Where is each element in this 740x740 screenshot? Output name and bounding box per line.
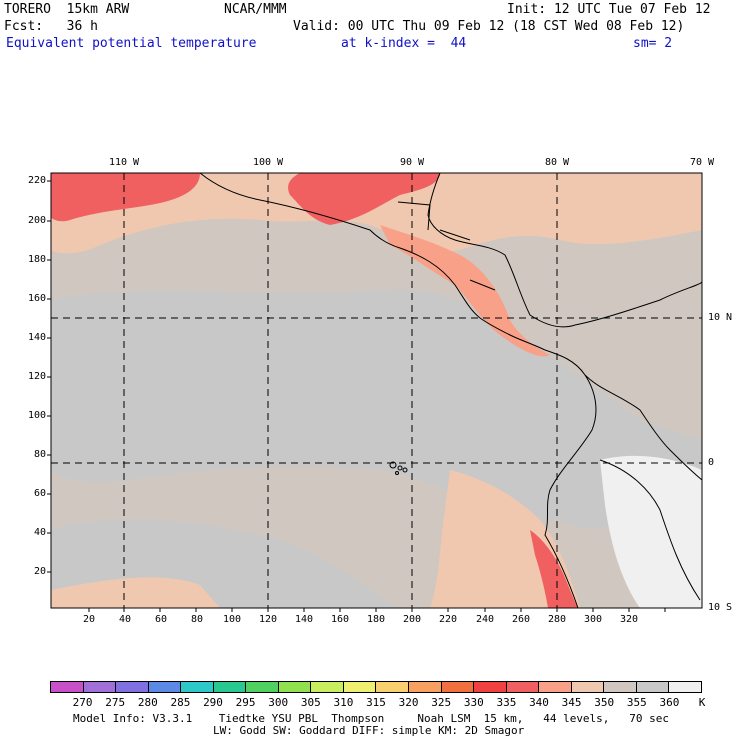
colorbar-swatch [604, 682, 637, 692]
x-tick: 160 [330, 614, 350, 625]
colorbar-label: 350 [594, 696, 615, 709]
x-tick: 40 [118, 614, 132, 625]
lon-label-100w: 100 W [252, 157, 284, 168]
coastline-mexico [199, 173, 546, 351]
colorbar-label: 280 [137, 696, 158, 709]
colorbar-label: 305 [300, 696, 321, 709]
colorbar-swatch [343, 682, 377, 692]
galapagos-islands [389, 461, 408, 475]
colorbar-label: 310 [333, 696, 354, 709]
field-red-peru [530, 530, 578, 608]
x-tick: 120 [258, 614, 278, 625]
lon-label-90w: 90 W [399, 157, 425, 168]
colorbar-label: 275 [105, 696, 126, 709]
colorbar-label: 355 [626, 696, 647, 709]
y-tick: 200 [27, 215, 46, 226]
colorbar-label: 315 [366, 696, 386, 709]
colorbar-label: 330 [463, 696, 484, 709]
border-central-am [397, 201, 496, 291]
colorbar-swatch [506, 682, 540, 692]
x-tick: 260 [511, 614, 531, 625]
y-tick: 80 [33, 449, 46, 460]
y-tick: 100 [27, 410, 46, 421]
field-light-amazon [600, 455, 702, 608]
field-red-nw [51, 173, 200, 222]
colorbar-swatch [181, 682, 214, 692]
x-tick: 300 [583, 614, 603, 625]
colorbar-label: 320 [398, 696, 419, 709]
smoothing-label: sm= 2 [633, 36, 673, 51]
colorbar-swatch [83, 682, 117, 692]
level-label: at k-index = 44 [341, 36, 467, 51]
colorbar-swatch [246, 682, 279, 692]
colorbar-swatch [539, 682, 572, 692]
organization: NCAR/MMM [224, 2, 287, 17]
colorbar-swatch [51, 682, 84, 692]
colorbar-swatch [278, 682, 312, 692]
colorbar-label: 300 [268, 696, 289, 709]
colorbar-label: 335 [496, 696, 517, 709]
lon-label-80w: 80 W [544, 157, 570, 168]
x-tick: 280 [547, 614, 567, 625]
x-tick: 20 [82, 614, 96, 625]
y-tick: 120 [27, 371, 46, 382]
y-tick: 20 [33, 566, 46, 577]
lon-label-70w: 70 W [689, 157, 715, 168]
x-tick: 140 [294, 614, 314, 625]
lat-label-10n: 10 N [708, 312, 733, 323]
x-tick: 220 [438, 614, 458, 625]
colorbar-swatch [409, 682, 442, 692]
colorbar-label: 285 [170, 696, 191, 709]
field-red-nc [288, 173, 440, 225]
x-tick: 180 [366, 614, 386, 625]
lat-label-0: 0 [708, 457, 715, 468]
field-salmon-north [51, 173, 702, 254]
lat-label-10s: 10 S [708, 602, 733, 613]
model-info: Model Info: V3.3.1 Tiedtke YSU PBL Thomp… [73, 712, 670, 725]
colorbar-swatch [474, 682, 507, 692]
x-tick: 80 [190, 614, 204, 625]
x-tick: 320 [619, 614, 639, 625]
colorbar-swatch [148, 682, 182, 692]
colorbar-swatch [636, 682, 670, 692]
colorbar-swatch [571, 682, 605, 692]
field-salmon-south [51, 577, 220, 608]
colorbar-label: 360 [659, 696, 680, 709]
physics-info: LW: Godd SW: Goddard DIFF: simple KM: 2D… [213, 724, 525, 737]
field-name: Equivalent potential temperature [6, 36, 257, 51]
init-time: Init: 12 UTC Tue 07 Feb 12 [507, 2, 711, 17]
y-tick: 40 [33, 527, 46, 538]
valid-time: Valid: 00 UTC Thu 09 Feb 12 (18 CST Wed … [293, 19, 685, 34]
colorbar-label: 340 [529, 696, 549, 709]
x-tick: 100 [222, 614, 242, 625]
x-tick: 60 [154, 614, 168, 625]
border-andes [584, 374, 702, 481]
colorbar-swatch [441, 682, 475, 692]
colorbar-label: 295 [235, 696, 256, 709]
x-tick: 200 [402, 614, 422, 625]
lon-label-110w: 110 W [108, 157, 140, 168]
y-tick: 180 [27, 254, 46, 265]
colorbar-label: 290 [203, 696, 223, 709]
forecast-hour: Fcst: 36 h [4, 19, 98, 34]
y-tick: 160 [27, 293, 46, 304]
colorbar-label: 345 [561, 696, 582, 709]
colorbar-swatch [311, 682, 344, 692]
colorbar-label: 270 [72, 696, 93, 709]
model-title: TORERO 15km ARW [4, 2, 130, 17]
colorbar-swatch [376, 682, 410, 692]
border-amazon [599, 459, 701, 601]
y-tick: 60 [33, 488, 46, 499]
y-tick: 140 [27, 332, 46, 343]
colorbar-swatch [213, 682, 247, 692]
colorbar-unit: K [698, 696, 706, 709]
coastline-caribbean [427, 173, 702, 328]
colorbar-label: 325 [431, 696, 452, 709]
y-tick: 220 [27, 175, 46, 186]
x-tick: 240 [475, 614, 495, 625]
colorbar-swatch [669, 682, 701, 692]
colorbar-swatch [116, 682, 149, 692]
colorbar [50, 681, 702, 693]
